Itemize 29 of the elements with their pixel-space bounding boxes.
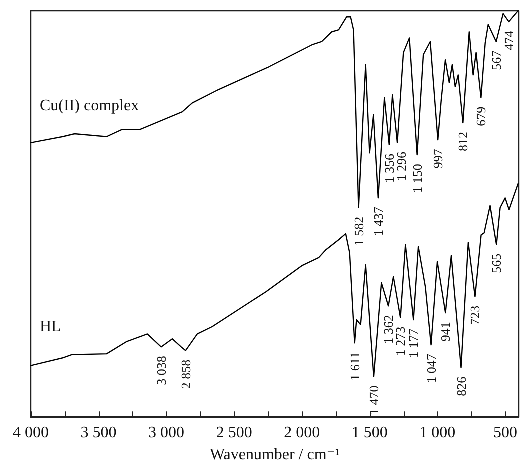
x-axis-title: Wavenumber / cm⁻¹ [210,446,340,464]
series-label: HL [40,318,62,336]
annotation: 1 611 [347,352,362,381]
x-tick-label: 4 000 [13,424,49,442]
x-tick-label: 500 [493,424,518,442]
x-tick-label: 1 000 [420,424,456,442]
annotation: 826 [454,376,469,396]
annotation: 812 [456,132,471,152]
annotation: 1 150 [410,164,425,194]
x-tick-label: 3 500 [80,424,117,442]
annotation: 3 038 [154,356,169,386]
annotation: 2 858 [178,360,194,390]
annotation: 941 [438,322,454,342]
annotation: 723 [468,306,483,326]
annotation: 1 470 [366,386,382,416]
annotation: 567 [488,50,504,70]
annotation: 1 582 [351,216,366,246]
annotation: 997 [430,148,446,169]
annotation: 1 047 [424,354,439,384]
annotation: 1 177 [406,328,422,358]
annotation: 679 [474,106,489,126]
x-tick-label: 1 500 [352,424,388,442]
annotation: 565 [489,254,504,274]
x-tick-label: 3 000 [148,424,185,442]
series-label: Cu(II) complex [40,98,140,115]
x-tick-label: 2 500 [216,424,252,442]
annotation: 1 437 [370,206,386,236]
x-tick-label: 2 000 [284,424,320,442]
annotation: 474 [501,30,516,50]
